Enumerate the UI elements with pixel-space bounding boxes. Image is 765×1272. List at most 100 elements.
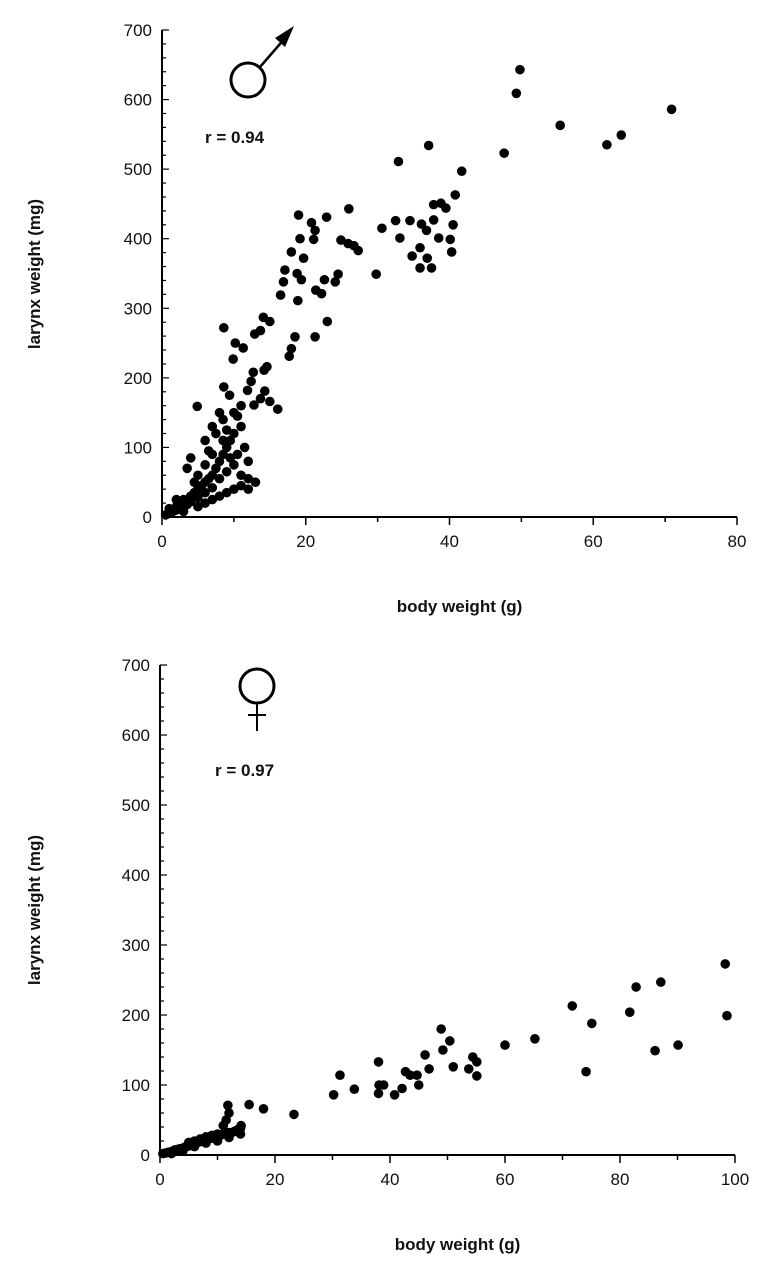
data-point [207, 482, 218, 493]
data-point [229, 428, 239, 439]
data-point [308, 234, 319, 245]
data-point [395, 233, 405, 243]
data-point [246, 376, 256, 387]
data-point [673, 1040, 683, 1050]
y-tick-label: 200 [122, 1006, 150, 1025]
data-point [249, 400, 259, 410]
data-point [219, 382, 229, 392]
data-point [511, 88, 522, 99]
data-point [441, 203, 451, 213]
data-point [280, 265, 290, 275]
x-tick-label: 40 [381, 1170, 400, 1189]
data-point [445, 1036, 455, 1046]
data-point [278, 277, 289, 287]
x-tick-label: 80 [611, 1170, 630, 1189]
y-tick-label: 0 [141, 1146, 150, 1165]
y-tick-label: 400 [122, 866, 150, 885]
data-point [438, 1045, 448, 1055]
data-point [322, 316, 333, 327]
x-tick-label: 60 [584, 532, 603, 551]
data-point [193, 501, 203, 512]
data-point [631, 982, 641, 992]
data-point [250, 477, 261, 488]
x-tick-label: 40 [440, 532, 459, 551]
data-point [235, 1129, 246, 1139]
x-tick-label: 20 [296, 532, 315, 551]
data-point [319, 274, 330, 285]
data-point [405, 1070, 415, 1080]
data-point [236, 480, 246, 491]
data-point [193, 492, 203, 503]
data-point [286, 343, 297, 354]
data-point [336, 235, 346, 245]
y-tick-label: 300 [124, 299, 152, 318]
data-point [230, 338, 241, 348]
y-tick-label: 600 [122, 726, 150, 745]
data-point [316, 288, 327, 299]
data-point [189, 477, 200, 488]
data-point [530, 1034, 540, 1044]
data-points [158, 959, 732, 1159]
data-point [373, 1057, 384, 1067]
data-point [389, 1090, 400, 1100]
data-point [722, 1010, 732, 1021]
x-tick-label: 60 [496, 1170, 515, 1189]
scatter-plot-male: 0 20 40 60 80 0 100 200 300 400 500 600 700 body weig… [25, 21, 746, 616]
data-point [182, 463, 192, 474]
data-point [405, 215, 415, 226]
data-point [463, 1064, 474, 1074]
data-point [433, 233, 444, 243]
data-point [214, 491, 225, 501]
data-point [232, 411, 243, 421]
data-point [259, 386, 270, 396]
data-point [426, 263, 437, 273]
data-point [328, 1090, 339, 1100]
data-point [472, 1071, 482, 1081]
data-point [555, 120, 565, 131]
data-point [298, 253, 309, 263]
y-tick-label: 100 [122, 1076, 150, 1095]
data-point [616, 130, 627, 140]
y-tick-label: 400 [124, 230, 152, 249]
data-point [178, 506, 189, 517]
data-point [445, 234, 456, 245]
data-point [296, 274, 307, 285]
data-point [448, 1062, 459, 1072]
data-point [236, 421, 246, 432]
data-point [349, 1084, 360, 1094]
y-tick-label: 500 [124, 160, 152, 179]
data-point [225, 453, 236, 463]
data-point [207, 494, 218, 505]
data-point [239, 442, 250, 453]
data-point [185, 453, 196, 463]
data-point [397, 1083, 407, 1094]
data-point [295, 233, 305, 244]
data-point [310, 225, 320, 236]
data-point [650, 1045, 660, 1056]
data-point [284, 351, 295, 362]
data-point [178, 1146, 188, 1156]
data-point [424, 1064, 434, 1074]
data-point [378, 1080, 389, 1090]
data-point [422, 253, 433, 263]
data-point [720, 959, 731, 969]
data-point [587, 1018, 597, 1029]
data-point [371, 269, 381, 279]
data-point [450, 190, 461, 200]
data-point [272, 404, 283, 414]
y-axis-title: larynx weight (mg) [25, 835, 44, 985]
y-axis-title: larynx weight (mg) [25, 199, 44, 349]
data-point [624, 1007, 635, 1017]
data-point [258, 1104, 269, 1114]
data-point [224, 1108, 234, 1118]
data-point [500, 1040, 510, 1050]
y-tick-label: 100 [124, 438, 152, 457]
data-point [436, 1024, 446, 1034]
data-point [192, 401, 203, 412]
data-point [236, 400, 246, 411]
data-point [413, 1080, 424, 1090]
data-point [214, 473, 225, 484]
data-point [265, 316, 275, 327]
data-point [211, 428, 221, 439]
